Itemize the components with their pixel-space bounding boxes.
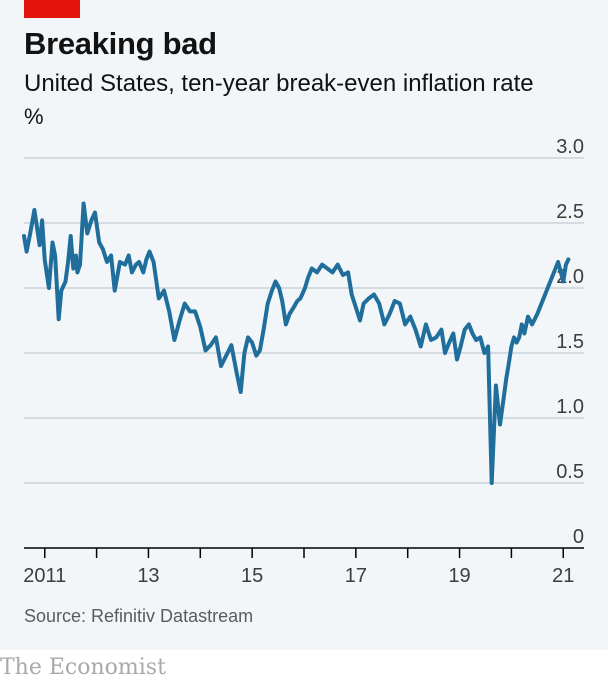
x-tick-label-2: 13 xyxy=(137,565,159,587)
y-tick-label-5: 2.5 xyxy=(556,201,584,223)
y-tick-label-6: 3.0 xyxy=(556,136,584,158)
x-tick-label-10: 21 xyxy=(552,565,574,587)
x-tick-label-8: 19 xyxy=(448,565,470,587)
y-tick-label-0: 0 xyxy=(573,526,584,548)
chart-subtitle: United States, ten-year break-even infla… xyxy=(24,70,534,97)
source-note: Source: Refinitiv Datastream xyxy=(24,606,254,626)
x-tick-labels: 2011 13 15 17 19 21 xyxy=(23,565,574,587)
y-tick-label-2: 1.0 xyxy=(556,396,584,418)
x-tick-label-4: 15 xyxy=(241,565,263,587)
series-lines xyxy=(22,201,571,485)
x-tick-label-0: 2011 xyxy=(23,565,66,587)
economist-logo: The Economist xyxy=(0,655,166,680)
y-axis-unit: % xyxy=(24,104,44,129)
x-axis xyxy=(24,547,584,558)
line-chart: 00.51.01.52.02.53.0 2011 13 15 17 19 21 xyxy=(22,136,584,587)
y-tick-labels: 00.51.01.52.02.53.0 xyxy=(556,136,584,548)
gridlines xyxy=(24,157,584,484)
x-tick-label-6: 17 xyxy=(345,565,367,587)
chart-panel: Breaking bad United States, ten-year bre… xyxy=(0,0,608,650)
y-tick-label-1: 0.5 xyxy=(556,461,584,483)
chart-title: Breaking bad xyxy=(24,26,217,61)
y-tick-label-3: 1.5 xyxy=(556,331,584,353)
economist-red-tag xyxy=(24,0,80,18)
series-line-0 xyxy=(22,201,571,485)
